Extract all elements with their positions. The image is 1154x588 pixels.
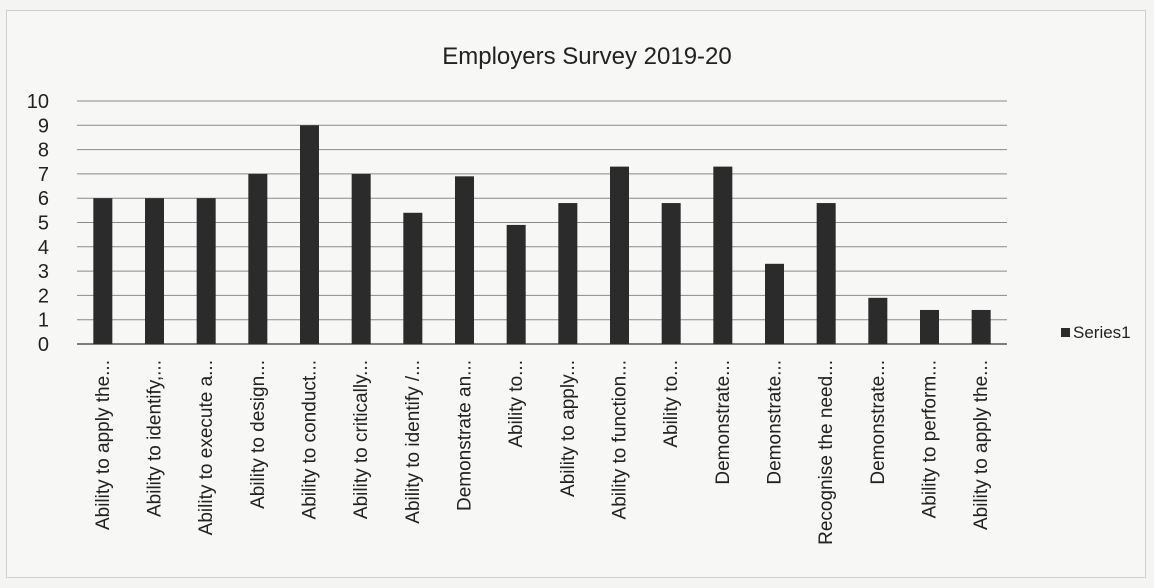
x-category-label: Ability to... [506, 360, 527, 448]
x-category-label: Ability to function... [610, 360, 631, 519]
x-category-label: Ability to perform... [920, 360, 941, 518]
x-axis-labels: Ability to apply the... Ability to identi… [93, 360, 992, 545]
bar [713, 166, 733, 344]
x-category-label: Recognise the need... [816, 360, 837, 545]
y-tick-label: 2 [38, 285, 49, 307]
bar [145, 198, 164, 344]
y-tick-label: 3 [38, 261, 49, 283]
bar [971, 309, 991, 344]
x-category-label: Ability to apply... [558, 360, 579, 497]
bar [610, 166, 629, 344]
bar [196, 198, 216, 344]
bar [506, 224, 526, 344]
bar [920, 309, 939, 344]
x-category-label: Ability to conduct... [300, 360, 321, 519]
y-tick-label: 7 [38, 164, 49, 186]
legend: Series1 [1061, 323, 1131, 342]
legend-swatch [1061, 328, 1070, 337]
x-category-label: Ability to... [661, 360, 682, 448]
x-category-label: Ability to identify /... [403, 360, 424, 524]
legend-label: Series1 [1073, 323, 1131, 342]
bar [248, 173, 268, 344]
bar [455, 176, 474, 344]
bar [868, 297, 888, 344]
x-category-label: Ability to design... [248, 360, 269, 509]
chart-title: Employers Survey 2019-20 [442, 43, 731, 70]
y-tick-label: 8 [38, 140, 49, 162]
bar [403, 212, 423, 344]
x-category-label: Demonstrate an... [455, 360, 476, 511]
x-category-label: Demonstrate... [713, 360, 734, 485]
x-category-label: Demonstrate... [868, 360, 889, 485]
bar [300, 125, 319, 344]
x-category-label: Ability to apply the... [93, 360, 114, 530]
x-category-label: Ability to identify,... [145, 360, 166, 517]
bar [351, 173, 371, 344]
gridlines [77, 100, 1007, 345]
bar [558, 203, 578, 344]
x-category-label: Ability to critically... [351, 360, 372, 519]
chart-container: Employers Survey 2019-20 0 1 2 3 4 5 6 7 8 9 10 Ab… [6, 10, 1146, 578]
bar [93, 198, 113, 344]
y-tick-label: 5 [38, 213, 49, 235]
y-tick-label: 9 [38, 115, 49, 137]
y-tick-label: 0 [38, 334, 49, 356]
y-tick-label: 6 [38, 188, 49, 210]
y-tick-label: 1 [38, 310, 49, 332]
bar [816, 203, 836, 344]
y-tick-label: 4 [38, 237, 49, 259]
bar [661, 203, 681, 344]
bars [93, 125, 991, 344]
bar [765, 263, 784, 344]
x-category-label: Ability to apply the... [971, 360, 992, 530]
x-category-label: Ability to execute a... [196, 360, 217, 535]
y-tick-label: 10 [27, 91, 49, 113]
x-category-label: Demonstrate... [765, 360, 786, 485]
